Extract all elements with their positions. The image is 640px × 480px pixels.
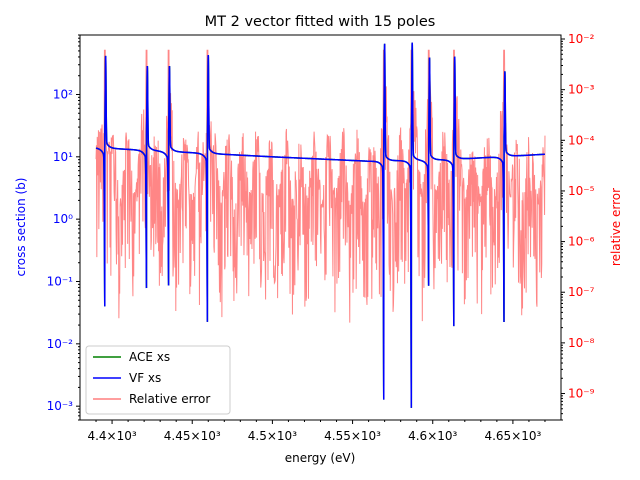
right-y-axis-label: relative error [609,188,623,266]
right-y-tick-label-2: 10⁻⁷ [568,285,595,299]
relative-error-line [95,49,546,323]
left-y-axis: 10⁻³ 10⁻² 10⁻¹ 10⁰ 10¹ 10² [47,34,80,421]
left-y-tick-label-2: 10⁻¹ [47,274,74,288]
left-y-axis-label: cross section (b) [14,178,28,277]
legend-label-relative-error: Relative error [129,392,210,406]
chart-title: MT 2 vector fitted with 15 poles [205,14,436,30]
x-tick-label-1: 4.45×10³ [164,429,221,443]
x-axis-label: energy (eV) [285,451,356,465]
right-y-tick-label-7: 10⁻² [568,32,595,46]
right-y-axis: 10⁻⁹ 10⁻⁸ 10⁻⁷ 10⁻⁶ 10⁻⁵ 10⁻⁴ 10⁻³ 10⁻² [561,32,595,421]
plot-area [95,42,546,408]
left-y-tick-label-3: 10⁰ [53,212,73,226]
x-tick-label-0: 4.4×10³ [87,429,136,443]
right-y-tick-label-4: 10⁻⁵ [568,184,595,198]
x-tick-label-2: 4.5×10³ [248,429,297,443]
legend: ACE xs VF xs Relative error [85,345,231,415]
right-y-tick-label-0: 10⁻⁹ [568,387,595,401]
right-y-tick-label-3: 10⁻⁶ [568,235,595,249]
right-y-tick-label-1: 10⁻⁸ [568,336,595,350]
x-tick-label-4: 4.6×10³ [408,429,457,443]
left-y-tick-label-1: 10⁻² [47,337,74,351]
legend-box [85,345,231,415]
x-tick-label-5: 4.65×10³ [484,429,541,443]
legend-label-vf-xs: VF xs [129,371,161,385]
left-y-tick-label-4: 10¹ [53,150,73,164]
right-y-tick-label-5: 10⁻⁴ [568,133,595,147]
right-y-tick-label-6: 10⁻³ [568,83,595,97]
vf-xs-line [95,42,545,408]
left-y-tick-label-0: 10⁻³ [47,399,74,413]
left-y-tick-label-5: 10² [53,87,73,101]
x-axis: 4.4×10³ 4.45×10³ 4.5×10³ 4.55×10³ 4.6×10³ 4.6… [87,420,546,443]
x-tick-label-3: 4.55×10³ [324,429,381,443]
legend-label-ace-xs: ACE xs [129,350,170,364]
